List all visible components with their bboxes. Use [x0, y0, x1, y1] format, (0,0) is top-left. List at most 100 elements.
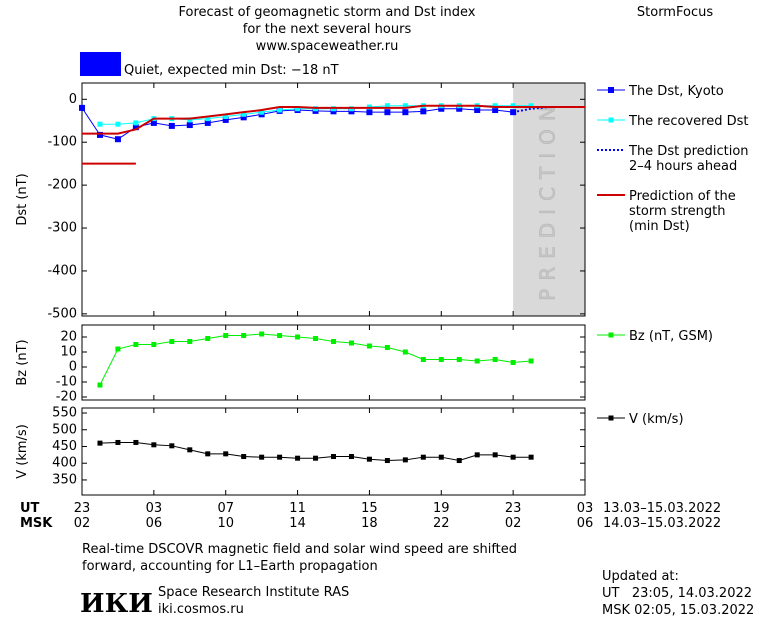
panel-frame [81, 407, 586, 496]
x-tick-label: 07 [217, 501, 234, 516]
text-line: storm strength [629, 204, 726, 219]
data-point [169, 443, 175, 449]
data-point [115, 439, 121, 445]
data-point [259, 331, 265, 337]
legend-label: The recovered Dst [628, 114, 748, 129]
x-axis-label: UT [20, 501, 40, 516]
x-tick-label-msk: 14 [289, 516, 306, 531]
y-axis-label: Dst (nT) [15, 173, 30, 225]
data-point [492, 452, 498, 458]
legend-marker [608, 87, 614, 93]
data-point [492, 357, 498, 362]
x-tick-label-msk: 10 [217, 516, 234, 531]
data-point [402, 109, 409, 116]
data-point [168, 122, 175, 129]
date-range: 13.03–15.03.2022 [603, 501, 721, 516]
data-point [510, 360, 516, 365]
panel-frame [81, 324, 586, 401]
text-line: Prediction of the [629, 189, 736, 204]
data-point [295, 334, 301, 340]
series-line [99, 333, 532, 386]
legend-label: Bz (nT, GSM) [629, 329, 713, 344]
x-tick-label-msk: 06 [146, 516, 163, 531]
data-point [402, 349, 408, 355]
data-point [456, 458, 462, 464]
data-point [97, 440, 103, 446]
x-tick-label-msk: 22 [433, 516, 450, 531]
data-point [150, 119, 157, 126]
institute: Space Research Institute RAS [158, 585, 349, 600]
data-point [133, 439, 139, 445]
y-tick-label: -300 [47, 221, 77, 236]
y-axis-label: V (km/s) [15, 424, 30, 479]
data-point [241, 111, 247, 117]
data-point [492, 107, 499, 114]
y-tick-label: -500 [47, 306, 77, 321]
data-point [295, 455, 301, 461]
data-point [420, 454, 426, 460]
title-line: for the next several hours [243, 22, 412, 37]
data-point [151, 342, 157, 347]
y-tick-label: 20 [60, 330, 77, 345]
x-tick-label: 03 [577, 501, 594, 516]
data-point [456, 105, 463, 112]
data-point [169, 339, 175, 344]
data-point [474, 107, 481, 114]
x-tick-label: 03 [146, 501, 163, 516]
data-point [241, 333, 247, 338]
y-tick-label: 400 [52, 456, 77, 471]
data-point [313, 336, 319, 341]
prediction-label: PREDICTION [536, 98, 560, 301]
data-point [366, 456, 372, 462]
data-point [474, 358, 480, 364]
legend-label: Prediction of the storm strength (min Dst) [629, 189, 736, 234]
data-point [187, 447, 193, 453]
x-tick-label: 23 [505, 501, 522, 516]
data-point [402, 103, 408, 109]
text-line: 2–4 hours ahead [629, 159, 737, 174]
y-tick-label: -400 [47, 263, 77, 278]
x-tick-label: 15 [361, 501, 378, 516]
legend-marker [608, 117, 614, 123]
data-point [402, 457, 408, 463]
data-point [330, 108, 337, 115]
data-point [277, 333, 283, 338]
data-point [97, 121, 103, 127]
data-point [366, 109, 373, 116]
updated-ut: UT 23:05, 14.03.2022 [602, 586, 752, 601]
data-point [313, 455, 319, 461]
data-point [277, 107, 283, 113]
site: iki.cosmos.ru [158, 602, 244, 617]
data-point [384, 109, 391, 116]
data-point [295, 106, 301, 112]
legend-marker [608, 332, 614, 338]
prediction-band [513, 83, 585, 316]
data-point [115, 121, 121, 127]
footer-note: forward, accounting for L1–Earth propaga… [82, 559, 378, 574]
text-line: (min Dst) [629, 219, 690, 234]
x-tick-label: 11 [289, 501, 306, 516]
data-point [205, 116, 211, 122]
x-tick-label-msk: 02 [505, 516, 522, 531]
y-tick-label: -100 [47, 135, 77, 150]
y-tick-label: -10 [56, 375, 77, 390]
data-point [223, 113, 229, 119]
data-point [277, 454, 283, 460]
data-point [348, 454, 354, 460]
y-tick-label: 350 [52, 472, 77, 487]
x-axis-label: MSK [20, 516, 53, 531]
data-point [241, 454, 247, 460]
title-line: www.spaceweather.ru [256, 39, 399, 54]
data-point [132, 124, 139, 131]
data-point [510, 454, 516, 460]
data-point [133, 120, 139, 126]
legend-label: V (km/s) [629, 412, 684, 427]
x-tick-label-msk: 18 [361, 516, 378, 531]
data-point [133, 342, 139, 347]
legend-marker [608, 415, 614, 421]
status-box [80, 52, 121, 76]
y-tick-label: 0 [69, 360, 77, 375]
y-tick-label: 550 [52, 406, 77, 421]
data-point [186, 122, 193, 129]
